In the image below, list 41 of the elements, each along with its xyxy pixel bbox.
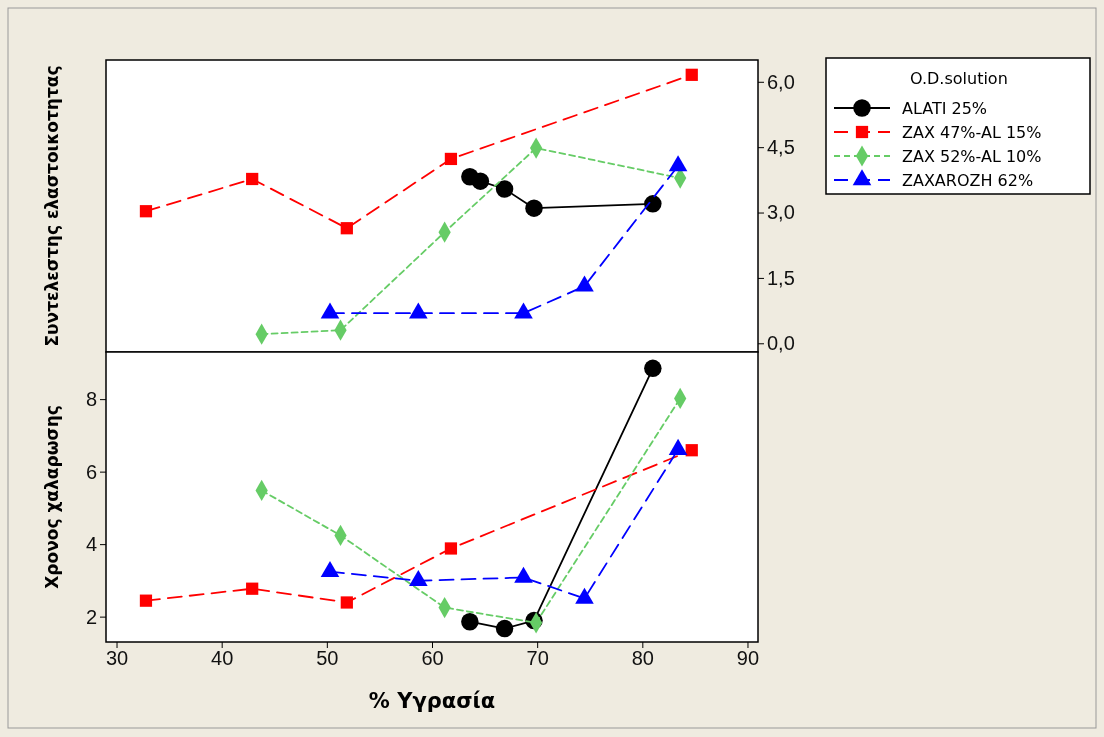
- y-axis-title: Συντελεστης ελαστοικοτητας: [42, 65, 62, 347]
- x-axis-title: % Υγρασία: [368, 689, 496, 713]
- point: [139, 594, 153, 607]
- point: [685, 444, 698, 457]
- point: [644, 195, 662, 213]
- point: [444, 542, 458, 555]
- y-tick-label: 3,0: [767, 201, 795, 224]
- y-tick-label: 8: [85, 388, 97, 411]
- point: [495, 180, 514, 198]
- legend-label: ALATI 25%: [902, 99, 988, 118]
- x-tick-label: 80: [631, 647, 654, 670]
- legend-label: ZAX 47%-AL 15%: [902, 123, 1042, 142]
- x-tick-label: 90: [736, 647, 760, 670]
- y-tick-label: 0,0: [767, 332, 795, 355]
- x-tick-label: 30: [105, 647, 129, 670]
- y-tick-label: 2: [85, 605, 97, 628]
- point: [444, 152, 458, 166]
- point: [644, 359, 662, 378]
- point: [340, 222, 353, 235]
- x-tick-label: 40: [211, 647, 234, 670]
- point: [525, 199, 543, 217]
- y-tick-label: 1,5: [767, 266, 795, 289]
- legend-label: ZAX 52%-AL 10%: [902, 147, 1042, 166]
- legend-label: ZAXAROZH 62%: [902, 171, 1034, 190]
- legend-title: O.D.solution: [910, 69, 1008, 88]
- y-tick-label: 4,5: [767, 136, 795, 159]
- y-tick-label: 6: [85, 460, 97, 483]
- point: [461, 612, 479, 631]
- point: [246, 172, 259, 186]
- point: [139, 205, 153, 218]
- x-tick-label: 70: [526, 647, 549, 670]
- point: [471, 172, 490, 190]
- point: [246, 582, 259, 595]
- y-axis-title: Χρονος χαλαρωσης: [42, 405, 62, 589]
- point: [340, 596, 353, 609]
- point: [495, 619, 514, 638]
- x-tick-label: 60: [421, 647, 444, 670]
- point: [685, 68, 698, 81]
- x-tick-label: 50: [316, 647, 339, 670]
- y-tick-label: 4: [85, 533, 97, 556]
- y-tick-label: 6,0: [767, 70, 795, 93]
